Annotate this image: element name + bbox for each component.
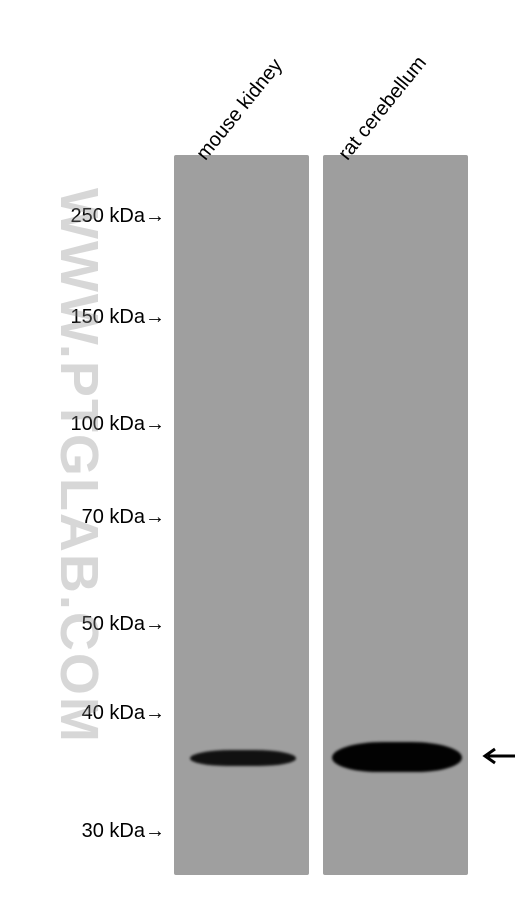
arrow-icon: → <box>145 205 165 228</box>
blot-figure: mouse kidney rat cerebellum 250 kDa→ 150… <box>0 0 520 903</box>
marker-text: 30 kDa <box>82 820 145 842</box>
band-lane-1 <box>190 750 296 766</box>
lane-label-2: rat cerebellum <box>334 52 432 165</box>
marker-70: 70 kDa→ <box>82 506 165 529</box>
arrow-icon: → <box>145 702 165 725</box>
arrow-icon: → <box>145 306 165 329</box>
arrow-icon: → <box>145 613 165 636</box>
marker-100: 100 kDa→ <box>71 413 166 436</box>
result-arrow-icon <box>480 746 516 766</box>
marker-text: 40 kDa <box>82 702 145 724</box>
arrow-icon: → <box>145 820 165 843</box>
marker-text: 50 kDa <box>82 613 145 635</box>
marker-text: 250 kDa <box>71 205 146 227</box>
marker-40: 40 kDa→ <box>82 702 165 725</box>
watermark-text: WWW.PTGLAB.COM <box>48 188 110 744</box>
marker-150: 150 kDa→ <box>71 306 166 329</box>
arrow-icon: → <box>145 413 165 436</box>
lane-1 <box>174 155 309 875</box>
marker-text: 150 kDa <box>71 306 146 328</box>
arrow-icon: → <box>145 506 165 529</box>
marker-250: 250 kDa→ <box>71 205 166 228</box>
marker-30: 30 kDa→ <box>82 820 165 843</box>
marker-50: 50 kDa→ <box>82 613 165 636</box>
lane-label-1: mouse kidney <box>192 55 288 165</box>
marker-text: 70 kDa <box>82 506 145 528</box>
marker-text: 100 kDa <box>71 413 146 435</box>
band-lane-2 <box>332 742 462 772</box>
